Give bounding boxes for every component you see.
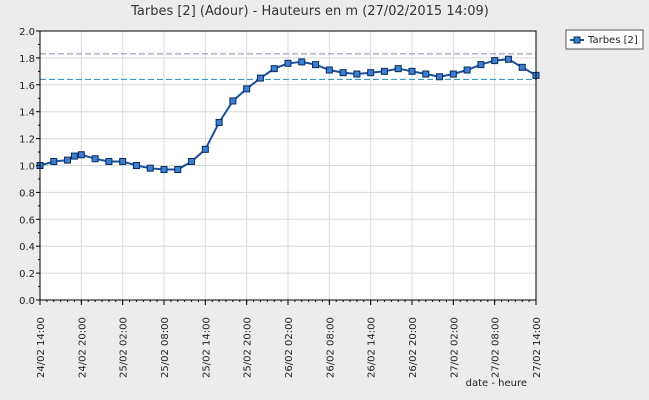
data-point (518, 63, 526, 71)
y-tick-label: 0.0 (19, 296, 35, 307)
legend: Tarbes [2] (565, 29, 644, 50)
data-point (50, 157, 58, 165)
chart-title: Tarbes [2] (Adour) - Hauteurs en m (27/0… (130, 4, 489, 19)
legend-entry: Tarbes [2] (587, 35, 638, 46)
x-tick-label: 26/02 02:00 (284, 317, 295, 378)
data-point (436, 73, 444, 81)
y-tick-label: 0.6 (19, 215, 35, 226)
data-point (132, 162, 140, 169)
data-point (367, 69, 375, 77)
data-point (408, 67, 416, 75)
x-tick-label: 24/02 20:00 (77, 317, 88, 378)
data-point (504, 55, 512, 63)
y-tick-label: 0.4 (19, 242, 35, 253)
x-tick-label: 25/02 20:00 (243, 317, 254, 378)
x-tick-label: 25/02 08:00 (160, 317, 171, 378)
x-tick-label: 25/02 02:00 (119, 317, 130, 378)
y-tick-label: 1.2 (19, 135, 35, 146)
data-point (70, 152, 78, 160)
plot-frame (39, 30, 537, 301)
y-tick-labels: 0.0 0.2 0.4 0.6 0.8 1.0 1.2 1.4 1.6 1.8 2.0 (19, 27, 35, 307)
axes (36, 30, 537, 305)
y-tick-label: 1.6 (19, 81, 35, 92)
legend-marker (573, 36, 581, 44)
data-point (298, 58, 306, 66)
data-point (449, 70, 457, 78)
data-point (229, 97, 237, 105)
x-tick-label: 26/02 14:00 (367, 317, 378, 378)
x-tick-label: 26/02 20:00 (408, 317, 419, 378)
data-point (394, 65, 402, 73)
data-point (160, 166, 168, 174)
data-point (353, 70, 361, 78)
data-point (201, 145, 209, 153)
data-point (243, 85, 251, 93)
data-point (339, 69, 347, 77)
legend-box (565, 29, 644, 50)
series-layer (36, 55, 540, 174)
data-point (91, 155, 99, 163)
data-point (312, 61, 320, 69)
x-axis-label: date - heure (466, 378, 527, 389)
data-point (463, 66, 471, 74)
data-point (380, 67, 388, 75)
data-point (491, 57, 499, 65)
x-tick-label: 24/02 14:00 (36, 317, 47, 378)
x-tick-label: 27/02 14:00 (532, 317, 543, 378)
data-point (477, 61, 485, 69)
data-point (105, 157, 113, 165)
reference-lines (40, 53, 536, 80)
y-tick-label: 1.4 (19, 108, 35, 119)
data-point (270, 65, 278, 73)
data-point (146, 164, 154, 172)
x-tick-label: 27/02 02:00 (449, 317, 460, 378)
y-tick-label: 0.2 (19, 269, 35, 280)
y-tick-label: 2.0 (19, 27, 35, 38)
data-point (119, 157, 127, 165)
data-point (77, 151, 85, 159)
data-point (422, 70, 430, 78)
data-point (174, 166, 182, 174)
data-point (325, 66, 333, 74)
y-tick-label: 1.8 (19, 54, 35, 65)
x-tick-label: 25/02 14:00 (201, 317, 212, 378)
data-point (256, 74, 264, 82)
data-point (64, 156, 72, 164)
data-point (188, 157, 196, 165)
data-point (215, 118, 223, 126)
x-tick-label: 27/02 08:00 (491, 317, 502, 378)
y-tick-label: 0.8 (19, 188, 35, 199)
data-point (284, 59, 292, 67)
x-tick-labels: 24/02 14:00 24/02 20:00 25/02 02:00 25/02 0… (36, 317, 543, 378)
x-tick-label: 26/02 08:00 (325, 317, 336, 378)
y-tick-label: 1.0 (19, 162, 35, 173)
